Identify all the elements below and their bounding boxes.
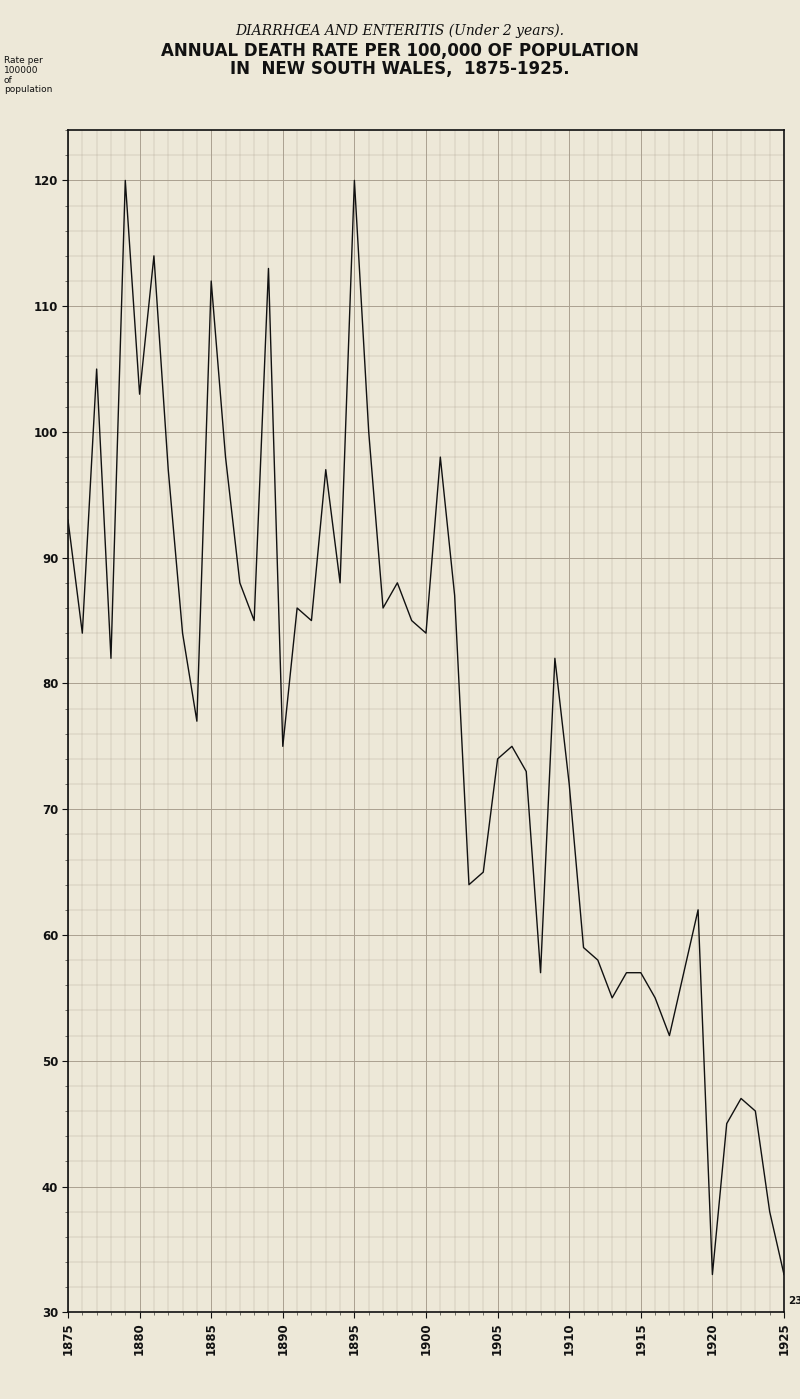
Text: DIARRHŒA AND ENTERITIS (Under 2 years).: DIARRHŒA AND ENTERITIS (Under 2 years). [235,24,565,38]
Text: IN  NEW SOUTH WALES,  1875-1925.: IN NEW SOUTH WALES, 1875-1925. [230,60,570,78]
Text: 100000: 100000 [4,66,38,74]
Text: Rate per: Rate per [4,56,42,64]
Text: population: population [4,85,52,94]
Text: 23·4: 23·4 [788,1295,800,1307]
Text: ANNUAL DEATH RATE PER 100,000 OF POPULATION: ANNUAL DEATH RATE PER 100,000 OF POPULAT… [161,42,639,60]
Text: of: of [4,76,13,84]
